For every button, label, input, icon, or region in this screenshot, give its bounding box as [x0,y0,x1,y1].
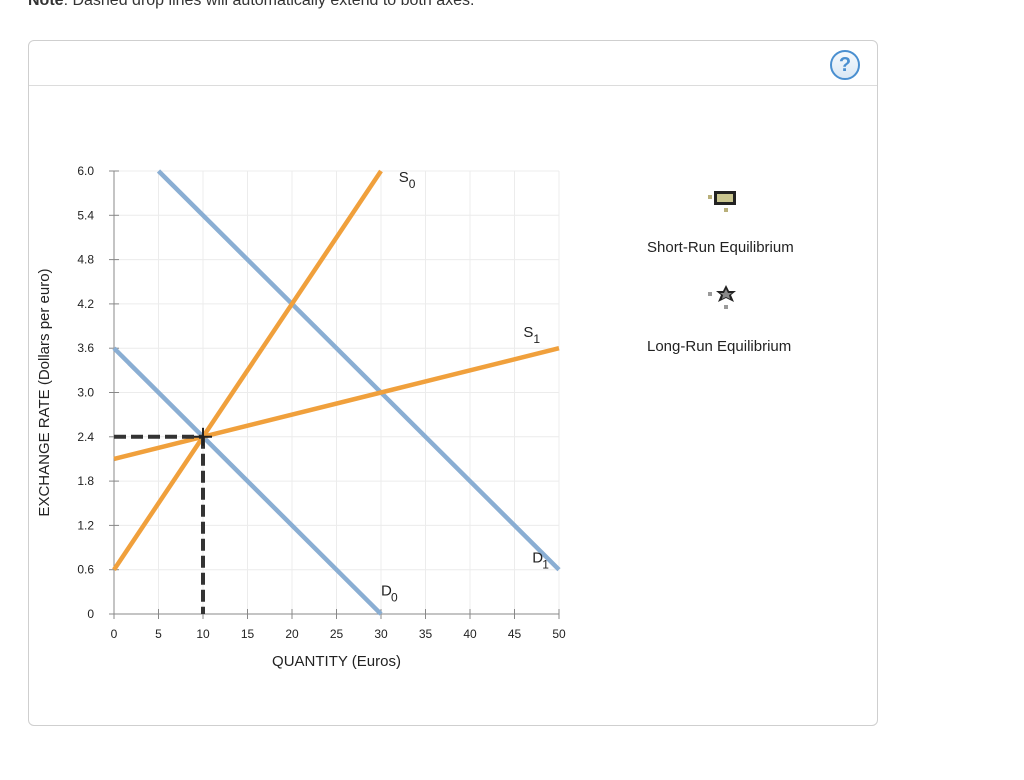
exchange-rate-chart[interactable]: 0 5 10 15 20 25 30 35 40 45 5000.61.21.82.43.03.64… [29,41,877,725]
y-tick-label: 3.0 [77,386,94,400]
x-tick-label: 40 [463,627,477,641]
curve-label-d1: D [532,549,543,566]
long-run-label: Long-Run Equilibrium [647,338,792,355]
x-tick-label: 45 [508,627,522,641]
note-text: Note: Dashed drop lines will automatical… [28,0,474,10]
curve-label-s0: S [399,169,409,186]
graph-panel: ? 0 5 10 15 20 25 30 35 40 45 50 0 0.6 1.2 1.8 2.4 3.0 3.… [28,40,878,726]
y-tick-label: 0.6 [77,563,94,577]
y-tick-label: 1.2 [77,518,94,532]
note-bold: Note [28,0,64,9]
curve-label-sub-d0: 0 [391,591,398,605]
y-tick-label: 2.4 [77,430,94,444]
long-run-star-marker-icon[interactable] [705,285,745,315]
short-run-square-marker-icon[interactable] [705,191,745,217]
x-tick-label: 0 [111,627,118,641]
y-tick-label: 1.8 [77,474,94,488]
curve-d0[interactable] [112,346,383,616]
short-run-label: Short-Run Equilibrium [647,239,794,256]
curve-label-sub-d1: 1 [542,557,549,571]
y-tick-label: 4.2 [77,297,94,311]
curve-d1[interactable] [156,169,561,572]
y-tick-label: 0 [87,607,94,621]
panel-header: ? [29,41,877,86]
x-tick-label: 50 [552,627,566,641]
x-tick-label: 15 [241,627,255,641]
question-mark-icon: ? [838,54,852,76]
x-tick-label: 5 [155,627,162,641]
curve-label-d0: D [381,583,392,600]
y-axis-title: EXCHANGE RATE (Dollars per euro) [36,268,53,516]
y-tick-label: 6.0 [77,164,94,178]
curve-label-sub-s0: 0 [409,177,416,191]
curve-s1[interactable] [113,346,560,462]
x-tick-label: 25 [330,627,344,641]
curve-label-s1: S [523,324,533,341]
note-body: : Dashed drop lines will automatically e… [63,0,475,9]
x-tick-label: 20 [285,627,299,641]
help-button[interactable]: ? [830,50,860,80]
curve-label-sub-s1: 1 [533,332,540,346]
x-axis-title: QUANTITY (Euros) [272,653,401,670]
y-tick-label: 5.4 [77,208,94,222]
y-tick-label: 3.6 [77,341,94,355]
x-tick-label: 35 [419,627,433,641]
x-tick-label: 10 [196,627,210,641]
curve-s0[interactable] [112,169,383,571]
x-tick-label: 30 [374,627,388,641]
y-tick-label: 4.8 [77,253,94,267]
